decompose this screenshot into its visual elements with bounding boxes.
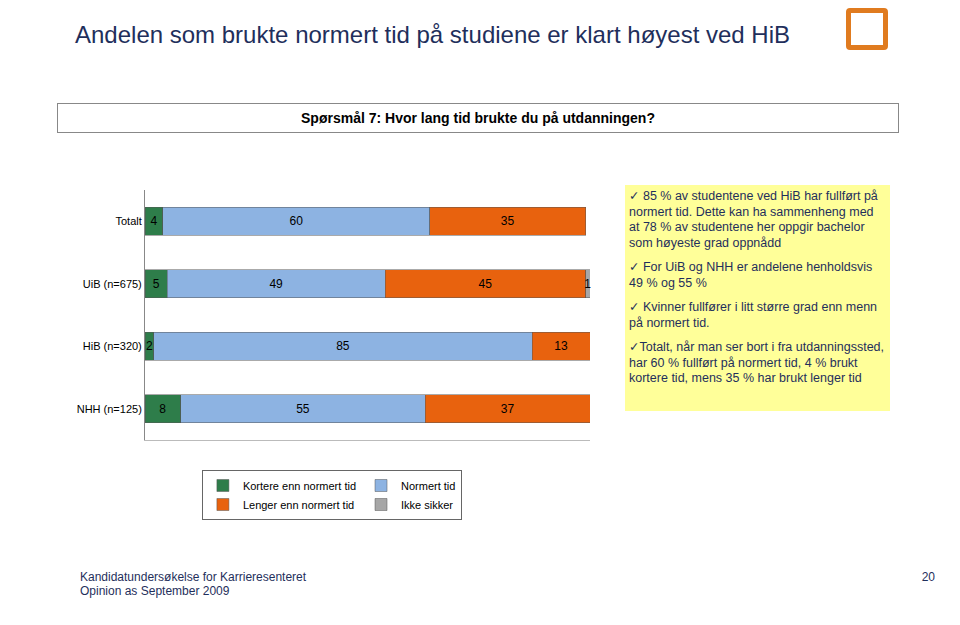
svg-text:5: 5 bbox=[153, 277, 160, 291]
html-text:Kandidatundersøkelse for Karri: Kandidatundersøkelse for Karrieresentere… bbox=[80, 570, 307, 584]
svg-text:Normert tid: Normert tid bbox=[401, 480, 455, 492]
html-text:✓ For UiB og NHH er andelene h: ✓ For UiB og NHH er andelene henholdsvis… bbox=[629, 260, 873, 290]
svg-text:1: 1 bbox=[584, 277, 591, 291]
html-text:✓ 85 % av studentene ved HiB h: ✓ 85 % av studentene ved HiB har fullfør… bbox=[629, 189, 878, 250]
svg-text:Ikke sikker: Ikke sikker bbox=[401, 499, 453, 511]
svg-text:4: 4 bbox=[150, 214, 157, 228]
svg-text:13: 13 bbox=[554, 339, 568, 353]
html-text:✓Totalt, når man ser bort i fr: ✓Totalt, når man ser bort i fra utdannin… bbox=[629, 340, 885, 385]
svg-text:NHH (n=125): NHH (n=125) bbox=[77, 403, 142, 415]
svg-text:45: 45 bbox=[479, 277, 493, 291]
svg-text:49: 49 bbox=[269, 277, 283, 291]
html-text:Andelen som brukte normert tid: Andelen som brukte normert tid på studie… bbox=[75, 21, 790, 48]
svg-text:2: 2 bbox=[146, 339, 153, 353]
html-text:20: 20 bbox=[921, 570, 935, 584]
svg-text:60: 60 bbox=[289, 214, 303, 228]
svg-text:UiB (n=675): UiB (n=675) bbox=[83, 278, 142, 290]
html-text:Opinion as September 2009: Opinion as September 2009 bbox=[80, 584, 230, 598]
svg-text:Lenger enn normert tid: Lenger enn normert tid bbox=[243, 499, 354, 511]
svg-text:8: 8 bbox=[159, 402, 166, 416]
svg-text:85: 85 bbox=[336, 339, 350, 353]
svg-text:35: 35 bbox=[501, 214, 515, 228]
svg-text:55: 55 bbox=[296, 402, 310, 416]
html-text:✓ Kvinner fullfører i litt stø: ✓ Kvinner fullfører i litt større grad e… bbox=[629, 300, 878, 330]
svg-text:37: 37 bbox=[501, 402, 515, 416]
svg-text:Kortere enn normert tid: Kortere enn normert tid bbox=[243, 480, 356, 492]
svg-text:Totalt: Totalt bbox=[116, 215, 142, 227]
svg-text:HiB (n=320): HiB (n=320) bbox=[83, 340, 142, 352]
html-text:Spørsmål 7: Hvor lang tid bruk: Spørsmål 7: Hvor lang tid brukte du på u… bbox=[301, 110, 655, 126]
